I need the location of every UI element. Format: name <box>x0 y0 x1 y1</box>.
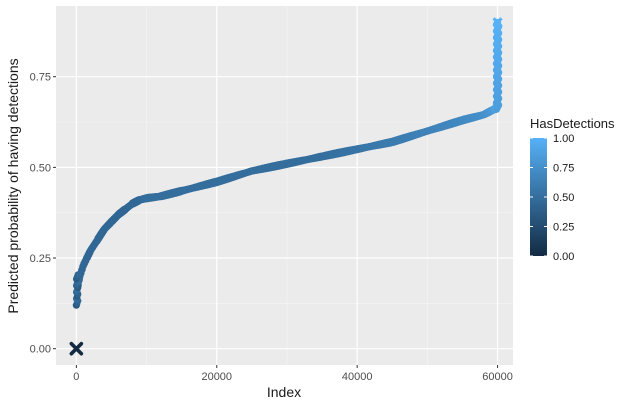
colorbar-tick-label: 0.75 <box>553 163 574 175</box>
y-tick-label: 0.00 <box>30 344 51 356</box>
x-tick-label: 40000 <box>342 371 373 383</box>
legend-title: HasDetections <box>530 116 615 131</box>
y-tick-label: 0.75 <box>30 72 51 84</box>
grid-minor <box>56 6 513 365</box>
y-axis-title: Predicted probability of having detectio… <box>5 58 21 313</box>
x-axis-ticks: 0 20000 40000 60000 <box>73 365 513 383</box>
y-axis-ticks: 0.00 0.25 0.50 0.75 <box>30 72 56 356</box>
y-tick-label: 0.50 <box>30 162 51 174</box>
colorbar-tick-label: 0.50 <box>553 192 574 204</box>
legend: HasDetections 0.00 0.25 0.50 0.75 1.00 <box>530 116 615 263</box>
colorbar-tick-label: 1.00 <box>553 133 574 145</box>
colorbar <box>530 138 547 256</box>
plot-panel <box>56 6 513 365</box>
colorbar-tick-label: 0.00 <box>553 251 574 263</box>
spike-points <box>492 17 503 113</box>
x-tick-label: 20000 <box>201 371 232 383</box>
colorbar-ticks: 0.00 0.25 0.50 0.75 1.00 <box>530 133 574 263</box>
colorbar-tick-label: 0.25 <box>553 222 574 234</box>
outlier-point <box>69 341 84 356</box>
outlier-marker <box>69 341 84 356</box>
x-tick-label: 0 <box>73 371 79 383</box>
data-points <box>72 100 501 309</box>
data-point <box>74 271 82 279</box>
x-tick-label: 60000 <box>482 371 513 383</box>
x-axis-title: Index <box>267 384 301 400</box>
y-tick-label: 0.25 <box>30 253 51 265</box>
spike-top-marker <box>492 17 503 28</box>
